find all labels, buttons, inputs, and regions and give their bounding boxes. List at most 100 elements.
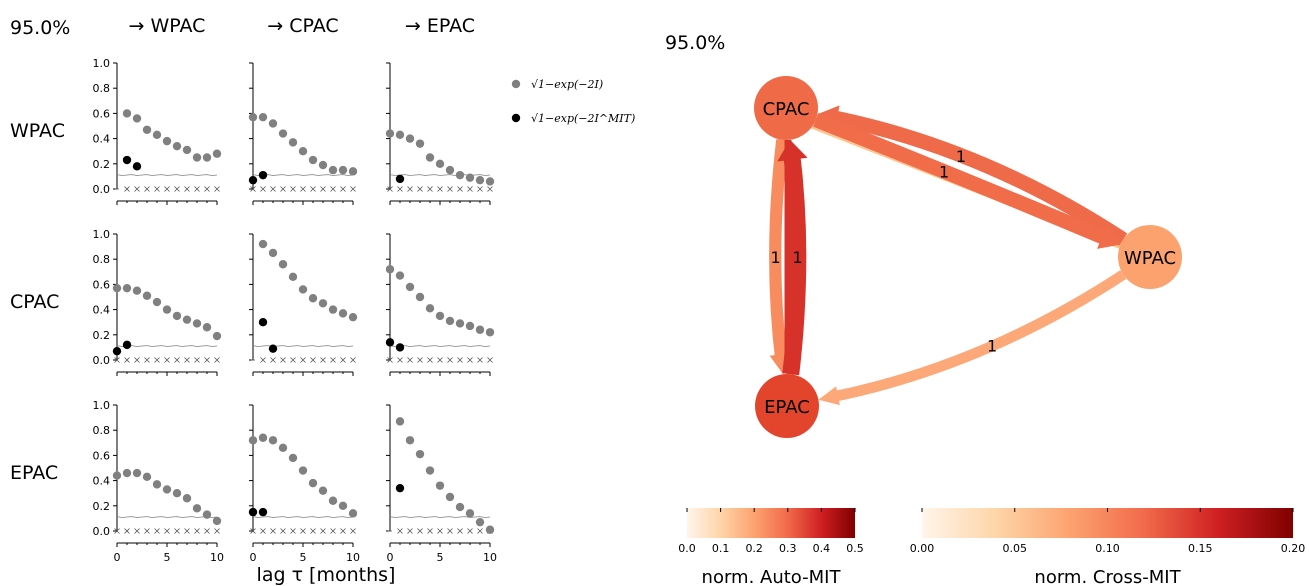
auto-dependence-point [308,478,318,488]
zero-marker [310,186,316,192]
auto-dependence-point [278,443,288,453]
auto-dependence-point [475,325,485,334]
y-tick-label: 0.0 [93,525,111,538]
auto-dependence-point [338,501,348,510]
zero-marker [134,357,140,363]
significance-threshold-line [116,345,218,347]
x-tick-label: 0 [387,551,394,564]
auto-dependence-point [132,114,142,123]
auto-dependence-point [435,159,445,168]
colorbar-tick-label: 0.5 [846,542,864,555]
auto-dependence-point [172,311,182,321]
y-tick-label: 0.0 [93,183,111,196]
auto-dependence-point [202,153,212,162]
zero-marker [280,528,286,534]
auto-dependence-point [485,328,495,337]
zero-marker [270,186,276,192]
zero-marker [270,357,276,363]
mit-point [258,170,268,180]
significance-threshold-line [389,174,491,176]
edge-arrowhead [1096,224,1121,249]
zero-marker [144,186,150,192]
row-label-epac: EPAC [10,462,58,484]
zero-marker [407,186,413,192]
auto-dependence-point [288,138,298,147]
colorbar-auto-mit: 0.0 0.1 0.2 0.3 0.4 0.5 norm. Auto-MIT [678,508,864,586]
auto-dependence-point [192,153,202,162]
edge-wpac-to-epac: 1 [818,270,1127,406]
zero-marker [320,528,326,534]
significance-threshold-line [116,174,218,176]
auto-dependence-point [268,248,278,258]
zero-marker [437,186,443,192]
auto-dependence-point [278,129,288,138]
panel-epac-to-epac: 0 5 10 [386,404,497,564]
edge-lag-label: 1 [770,248,780,267]
edge-line [769,139,789,364]
zero-marker [144,357,150,363]
zero-marker [194,528,200,534]
colorbar-gradient [922,508,1293,538]
zero-marker [194,186,200,192]
row-label-wpac: WPAC [10,120,65,142]
y-tick-label: 0.0 [93,354,111,367]
zero-marker [457,186,463,192]
zero-marker [250,186,256,192]
colorbar-gradient [687,508,855,538]
y-tick-label: 0.2 [93,329,111,342]
auto-dependence-point [258,239,268,249]
mit-point [248,507,258,517]
edge-line [829,270,1127,403]
zero-marker [184,528,190,534]
zero-marker [330,186,336,192]
auto-dependence-point [338,165,348,175]
auto-dependence-point [202,323,212,332]
network-edges: 111 11 [769,105,1129,406]
y-tick-label: 0.8 [93,253,111,266]
auto-dependence-point [182,145,192,155]
auto-dependence-point [415,449,425,459]
auto-dependence-point [425,304,435,313]
edge-lag-label: 1 [987,336,997,355]
edge-line [827,109,1128,246]
node-circle [1118,225,1182,289]
zero-marker [184,357,190,363]
zero-marker [427,357,433,363]
node-label: EPAC [764,397,810,418]
y-tick-label: 0.6 [93,107,111,120]
auto-dependence-point [172,141,182,151]
mit-point [122,155,132,165]
zero-marker [397,357,403,363]
auto-dependence-point [132,286,142,295]
auto-dependence-point [258,433,268,442]
colorbar-tick-label: 0.10 [1095,542,1120,555]
mit-point [395,483,405,493]
auto-dependence-point [112,471,122,480]
zero-marker [340,186,346,192]
auto-dependence-point [112,283,122,293]
zero-marker [477,528,483,534]
auto-dependence-point [162,305,172,314]
auto-dependence-point [445,492,455,502]
column-label-wpac: → WPAC [129,15,206,37]
row-label-cpac: CPAC [10,291,59,313]
y-tick-label: 0.8 [93,82,111,95]
auto-dependence-point [162,485,172,494]
colorbar-label: norm. Cross-MIT [1034,567,1181,586]
zero-marker [387,357,393,363]
auto-dependence-point [132,468,142,478]
node-circle [754,76,818,140]
y-tick-label: 0.4 [93,133,111,146]
legend-marker-mit [511,113,521,123]
legend-marker-auto [511,79,521,89]
auto-dependence-point [298,147,308,156]
significance-threshold-line [389,345,491,347]
auto-dependence-point [122,283,132,293]
auto-dependence-point [435,481,445,490]
x-tick-label: 0 [114,551,121,564]
mit-point [395,343,405,352]
zero-marker [310,357,316,363]
auto-dependence-point [385,129,395,138]
zero-marker [290,357,296,363]
